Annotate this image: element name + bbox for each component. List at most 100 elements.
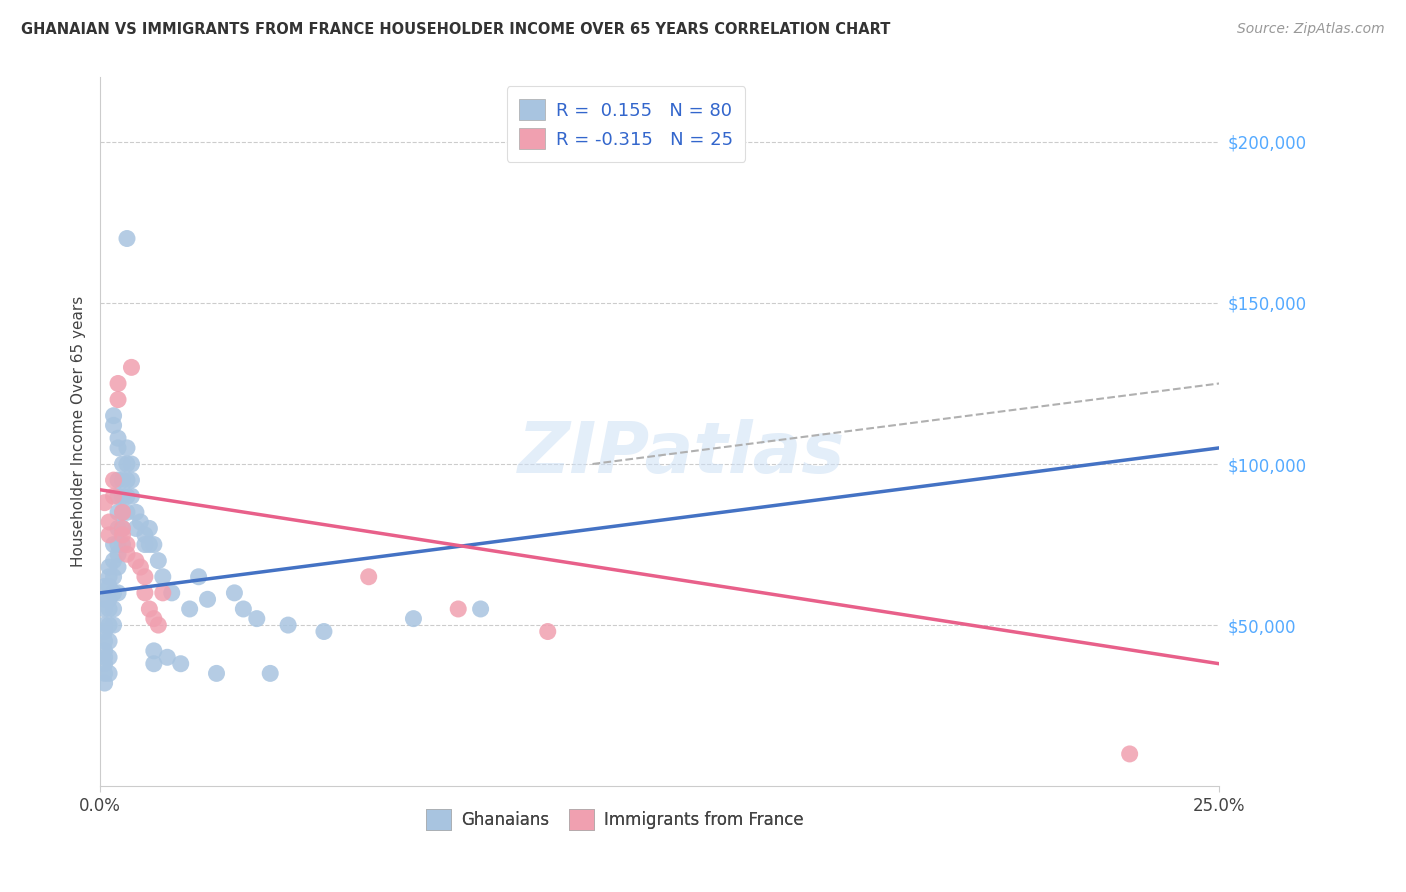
Point: [134, 537, 156, 551]
Point: [93, 579, 115, 593]
Point: [224, 586, 246, 600]
Point: [93, 666, 115, 681]
Point: [103, 537, 125, 551]
Point: [115, 537, 138, 551]
Point: [103, 489, 125, 503]
Point: [98, 528, 121, 542]
Point: [93, 676, 115, 690]
Point: [111, 505, 134, 519]
Point: [98, 666, 121, 681]
Point: [115, 505, 138, 519]
Point: [93, 496, 115, 510]
Point: [205, 666, 228, 681]
Point: [107, 521, 129, 535]
Point: [111, 473, 134, 487]
Point: [121, 489, 143, 503]
Point: [160, 586, 183, 600]
Point: [111, 505, 134, 519]
Point: [111, 521, 134, 535]
Point: [259, 666, 281, 681]
Point: [93, 602, 115, 616]
Point: [111, 457, 134, 471]
Point: [107, 560, 129, 574]
Point: [107, 505, 129, 519]
Point: [125, 554, 148, 568]
Point: [107, 431, 129, 445]
Point: [98, 602, 121, 616]
Point: [93, 657, 115, 671]
Point: [152, 586, 174, 600]
Point: [98, 650, 121, 665]
Point: [107, 586, 129, 600]
Point: [129, 515, 152, 529]
Point: [107, 537, 129, 551]
Point: [232, 602, 254, 616]
Point: [115, 441, 138, 455]
Point: [134, 586, 156, 600]
Point: [98, 634, 121, 648]
Point: [138, 537, 160, 551]
Point: [93, 650, 115, 665]
Point: [107, 441, 129, 455]
Point: [98, 592, 121, 607]
Point: [115, 231, 138, 245]
Point: [98, 570, 121, 584]
Point: [142, 612, 165, 626]
Point: [121, 457, 143, 471]
Point: [107, 489, 129, 503]
Point: [134, 570, 156, 584]
Point: [111, 521, 134, 535]
Point: [93, 618, 115, 632]
Point: [115, 489, 138, 503]
Point: [121, 360, 143, 375]
Point: [246, 612, 269, 626]
Point: [107, 473, 129, 487]
Text: ZIPatlas: ZIPatlas: [519, 418, 846, 488]
Point: [470, 602, 492, 616]
Point: [115, 473, 138, 487]
Point: [98, 579, 121, 593]
Point: [103, 602, 125, 616]
Point: [142, 657, 165, 671]
Point: [111, 537, 134, 551]
Point: [402, 612, 425, 626]
Point: [115, 547, 138, 561]
Point: [170, 657, 193, 671]
Point: [138, 521, 160, 535]
Point: [98, 515, 121, 529]
Point: [93, 592, 115, 607]
Point: [121, 473, 143, 487]
Point: [138, 602, 160, 616]
Point: [197, 592, 219, 607]
Point: [142, 537, 165, 551]
Point: [107, 392, 129, 407]
Point: [103, 570, 125, 584]
Point: [148, 618, 170, 632]
Text: Source: ZipAtlas.com: Source: ZipAtlas.com: [1237, 22, 1385, 37]
Point: [148, 554, 170, 568]
Point: [152, 570, 174, 584]
Point: [98, 618, 121, 632]
Point: [447, 602, 470, 616]
Point: [107, 547, 129, 561]
Point: [277, 618, 299, 632]
Point: [107, 376, 129, 391]
Point: [156, 650, 179, 665]
Point: [111, 489, 134, 503]
Point: [134, 528, 156, 542]
Point: [93, 624, 115, 639]
Point: [1118, 747, 1140, 761]
Y-axis label: Householder Income Over 65 years: Householder Income Over 65 years: [72, 296, 86, 567]
Point: [142, 644, 165, 658]
Point: [103, 618, 125, 632]
Point: [125, 521, 148, 535]
Text: GHANAIAN VS IMMIGRANTS FROM FRANCE HOUSEHOLDER INCOME OVER 65 YEARS CORRELATION : GHANAIAN VS IMMIGRANTS FROM FRANCE HOUSE…: [21, 22, 890, 37]
Point: [115, 457, 138, 471]
Point: [98, 560, 121, 574]
Legend: Ghanaians, Immigrants from France: Ghanaians, Immigrants from France: [418, 801, 813, 838]
Point: [179, 602, 201, 616]
Point: [129, 560, 152, 574]
Point: [103, 409, 125, 423]
Point: [357, 570, 380, 584]
Point: [103, 586, 125, 600]
